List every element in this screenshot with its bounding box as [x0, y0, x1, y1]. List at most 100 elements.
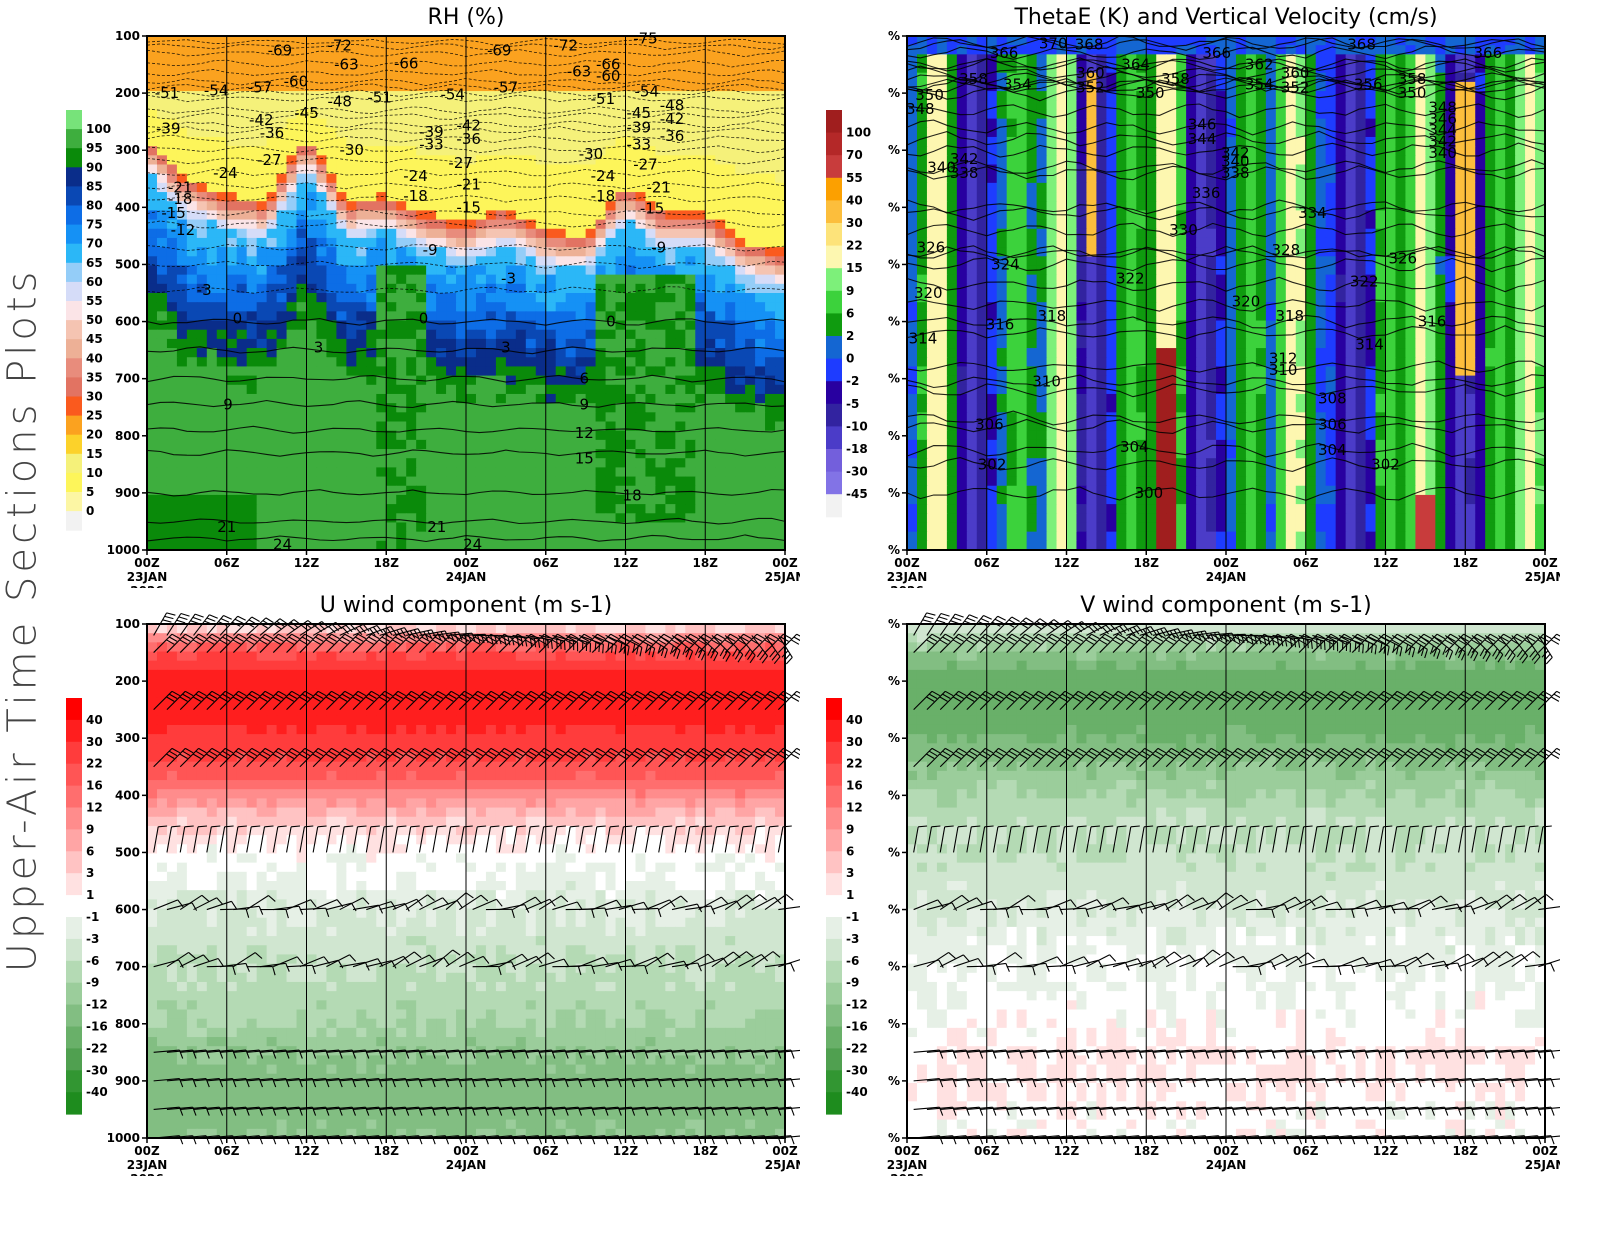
field-cell: [575, 118, 587, 129]
field-cell: [705, 513, 716, 524]
field-cell: [456, 522, 467, 533]
field-cell: [515, 192, 527, 202]
field-cell: [426, 228, 437, 239]
field-cell: [525, 384, 537, 395]
field-cell: [1196, 118, 1207, 129]
field-cell: [147, 366, 158, 377]
field-cell: [426, 72, 437, 83]
field-cell: [595, 228, 607, 239]
field-cell: [1086, 36, 1098, 46]
field-cell: [156, 91, 168, 101]
field-cell: [1435, 118, 1446, 129]
field-cell: [575, 109, 587, 120]
field-cell: [1295, 127, 1307, 138]
field-cell: [485, 164, 497, 175]
field-cell: [216, 63, 228, 74]
field-cell: [575, 320, 587, 331]
field-cell: [1295, 164, 1307, 175]
field-cell: [585, 146, 597, 156]
field-cell: [466, 109, 477, 120]
field-cell: [986, 146, 998, 156]
field-cell: [296, 146, 308, 156]
field-cell: [545, 357, 557, 368]
field-cell: [715, 63, 726, 74]
field-cell: [326, 201, 338, 211]
field-cell: [1315, 146, 1327, 156]
field-cell: [625, 449, 637, 459]
field-cell: [525, 118, 537, 129]
field-cell: [655, 403, 666, 413]
field-cell: [685, 366, 696, 377]
field-cell: [926, 72, 938, 83]
field-cell: [705, 421, 716, 432]
field-cell: [1235, 54, 1247, 65]
field-cell: [196, 36, 208, 46]
field-cell: [555, 513, 567, 524]
field-cell: [466, 329, 477, 340]
field-cell: [765, 192, 776, 202]
field-cell: [356, 219, 367, 230]
field-cell: [336, 439, 347, 450]
field-cell: [555, 36, 567, 46]
field-cell: [705, 311, 716, 322]
field-cell: [1415, 182, 1426, 193]
field-cell: [1365, 118, 1377, 129]
field-cell: [326, 283, 338, 294]
field-cell: [695, 237, 706, 248]
field-cell: [755, 63, 766, 74]
field-cell: [1026, 127, 1038, 138]
field-cell: [256, 366, 268, 377]
field-cell: [406, 237, 417, 248]
field-cell: [196, 45, 208, 55]
field-cell: [326, 439, 338, 450]
field-cell: [535, 237, 547, 248]
field-cell: [226, 91, 238, 101]
field-cell: [466, 219, 477, 230]
field-cell: [1086, 173, 1098, 184]
field-cell: [1196, 91, 1207, 101]
field-cell: [705, 403, 716, 413]
field-cell: [446, 375, 457, 386]
field-cell: [1505, 192, 1516, 202]
field-cell: [1365, 54, 1377, 65]
field-cell: [555, 485, 567, 496]
field-cell: [485, 311, 497, 322]
field-cell: [376, 274, 387, 285]
field-cell: [515, 274, 527, 285]
field-cell: [525, 320, 537, 331]
field-cell: [436, 311, 447, 322]
field-cell: [956, 164, 968, 175]
field-cell: [1435, 127, 1446, 138]
field-cell: [525, 494, 537, 505]
field-cell: [346, 173, 357, 184]
field-cell: [1016, 164, 1028, 175]
field-cell: [645, 384, 657, 395]
field-cell: [1525, 192, 1536, 202]
field-cell: [296, 439, 308, 450]
field-cell: [1216, 36, 1227, 46]
field-cell: [525, 91, 537, 101]
field-cell: [745, 320, 756, 331]
field-cell: [366, 338, 377, 349]
field-cell: [186, 467, 198, 478]
field-cell: [1226, 201, 1237, 211]
field-cell: [346, 127, 357, 138]
field-cell: [735, 127, 746, 138]
field-cell: [186, 182, 198, 193]
field-cell: [1375, 45, 1387, 55]
colorbar-label: 100: [86, 122, 111, 136]
field-cell: [326, 118, 338, 129]
field-cell: [475, 100, 487, 111]
field-cell: [535, 201, 547, 211]
field-cell: [1405, 109, 1417, 120]
field-cell: [206, 476, 218, 487]
field-cell: [685, 302, 696, 312]
field-cell: [725, 348, 736, 358]
field-cell: [956, 136, 968, 147]
field-cell: [1345, 91, 1357, 101]
field-cell: [356, 201, 367, 211]
field-cell: [575, 91, 587, 101]
field-cell: [745, 375, 756, 386]
field-cell: [1046, 81, 1058, 92]
field-cell: [236, 522, 248, 533]
